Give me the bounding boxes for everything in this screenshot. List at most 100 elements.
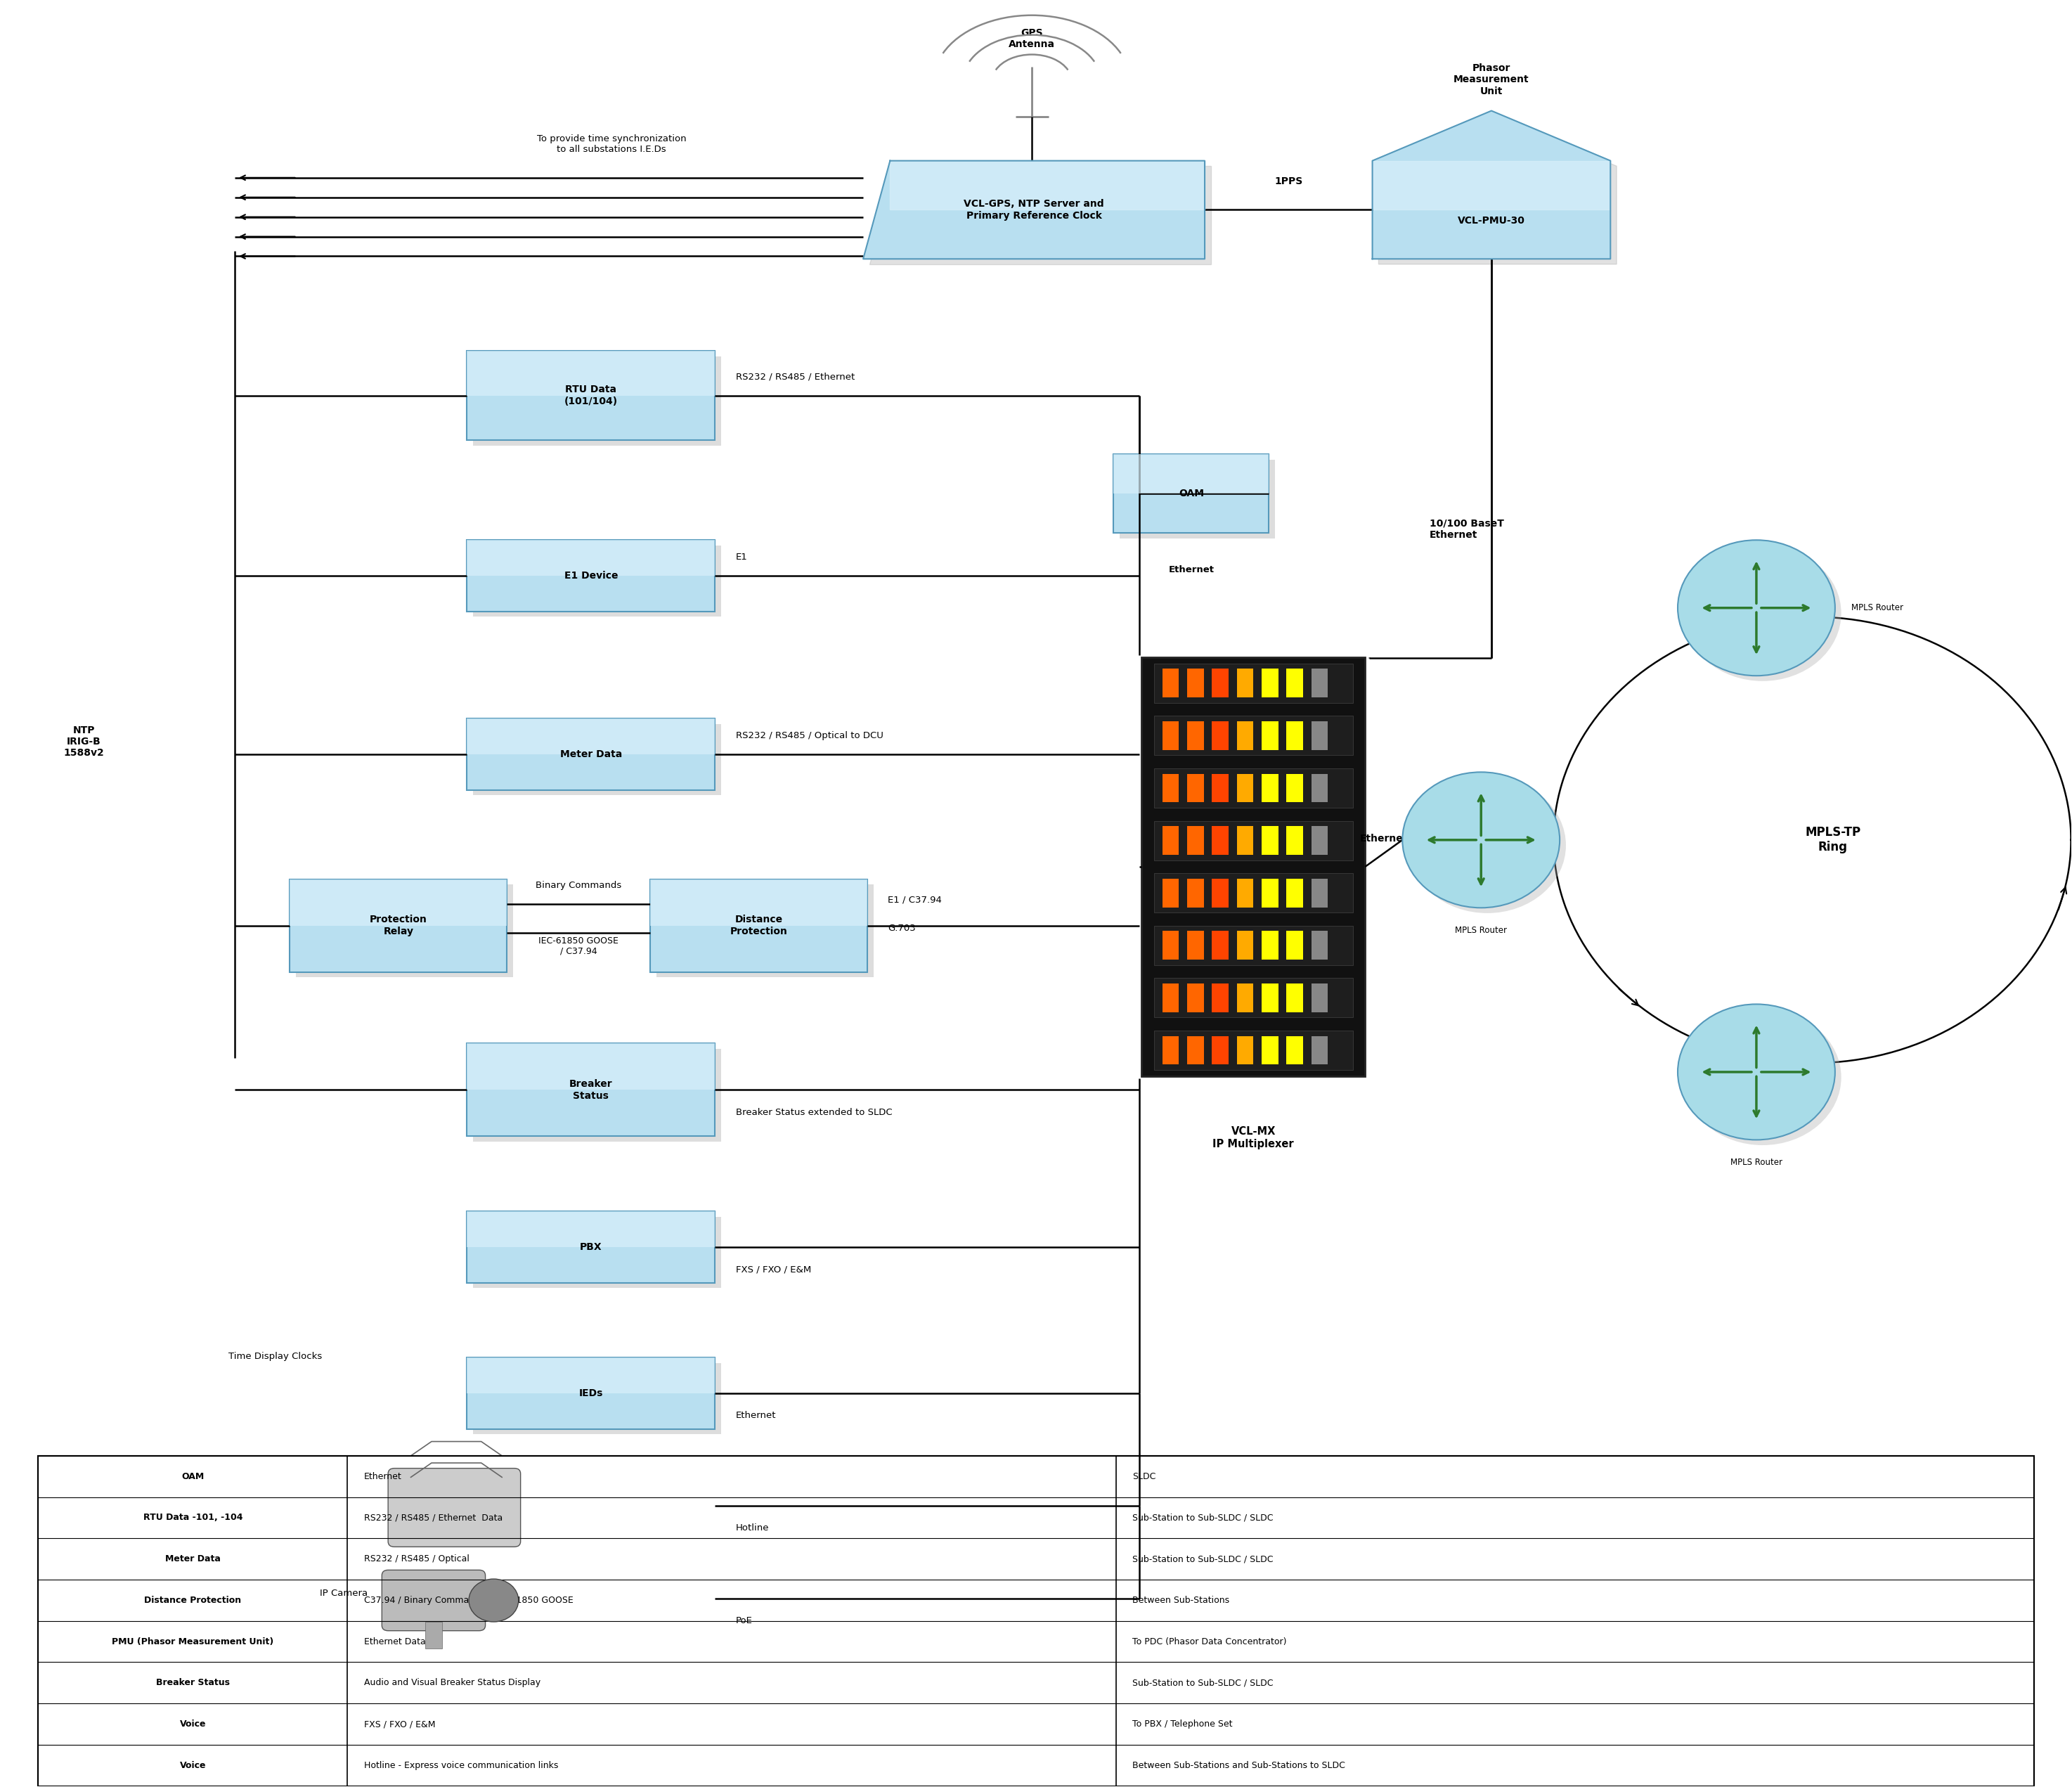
Text: Distance Protection: Distance Protection bbox=[145, 1596, 242, 1605]
Text: RS232 / RS485 / Ethernet: RS232 / RS485 / Ethernet bbox=[736, 372, 856, 381]
FancyBboxPatch shape bbox=[466, 1044, 715, 1090]
Bar bbox=[1312, 668, 1328, 697]
Bar bbox=[1287, 931, 1303, 960]
Bar bbox=[1237, 668, 1254, 697]
Polygon shape bbox=[864, 161, 1204, 259]
FancyBboxPatch shape bbox=[472, 1363, 721, 1435]
FancyBboxPatch shape bbox=[466, 1212, 715, 1283]
Bar bbox=[1262, 879, 1278, 908]
Bar bbox=[1162, 668, 1179, 697]
Bar bbox=[1212, 879, 1229, 908]
Text: To PBX / Telephone Set: To PBX / Telephone Set bbox=[1133, 1719, 1233, 1728]
Text: Breaker
Status: Breaker Status bbox=[570, 1079, 613, 1101]
Bar bbox=[1212, 931, 1229, 960]
Bar bbox=[1262, 826, 1278, 854]
Text: IP Camera: IP Camera bbox=[319, 1589, 367, 1598]
Bar bbox=[1154, 663, 1353, 702]
Bar bbox=[1237, 983, 1254, 1011]
Text: Meter Data: Meter Data bbox=[166, 1555, 220, 1564]
Bar bbox=[1262, 1036, 1278, 1065]
Text: RTU Data -101, -104: RTU Data -101, -104 bbox=[143, 1514, 242, 1523]
Text: RS232 / RS485 / Optical to DCU: RS232 / RS485 / Optical to DCU bbox=[736, 731, 883, 740]
Bar bbox=[1187, 668, 1204, 697]
Text: OAM: OAM bbox=[1179, 488, 1204, 499]
Text: Phasor
Measurement
Unit: Phasor Measurement Unit bbox=[1455, 64, 1529, 96]
Text: Hotline - Express voice communication links: Hotline - Express voice communication li… bbox=[365, 1760, 557, 1769]
Text: Sub-Station to Sub-SLDC / SLDC: Sub-Station to Sub-SLDC / SLDC bbox=[1133, 1514, 1274, 1523]
Bar bbox=[1237, 774, 1254, 802]
Text: Voice: Voice bbox=[180, 1719, 205, 1728]
Bar bbox=[1312, 983, 1328, 1011]
Text: MPLS Router: MPLS Router bbox=[1852, 604, 1904, 613]
Text: Binary Commands: Binary Commands bbox=[535, 881, 622, 890]
Bar bbox=[1262, 931, 1278, 960]
Bar bbox=[1154, 874, 1353, 913]
Text: OAM: OAM bbox=[182, 1472, 205, 1481]
Circle shape bbox=[1678, 1004, 1836, 1140]
Text: RTU Data
(101/104): RTU Data (101/104) bbox=[564, 384, 617, 406]
FancyBboxPatch shape bbox=[466, 540, 715, 575]
Circle shape bbox=[1685, 545, 1842, 681]
Text: 1PPS: 1PPS bbox=[1274, 177, 1303, 186]
Bar bbox=[1162, 983, 1179, 1011]
Text: Sub-Station to Sub-SLDC / SLDC: Sub-Station to Sub-SLDC / SLDC bbox=[1133, 1555, 1274, 1564]
Text: Ethernet Data: Ethernet Data bbox=[365, 1637, 425, 1646]
Text: FXS / FXO / E&M: FXS / FXO / E&M bbox=[365, 1719, 435, 1728]
Bar bbox=[1312, 879, 1328, 908]
Text: G.703: G.703 bbox=[889, 924, 916, 933]
FancyBboxPatch shape bbox=[290, 879, 508, 972]
Text: Sub-Station to Sub-SLDC / SLDC: Sub-Station to Sub-SLDC / SLDC bbox=[1133, 1678, 1274, 1687]
Bar bbox=[1154, 820, 1353, 860]
Circle shape bbox=[1409, 777, 1566, 913]
FancyBboxPatch shape bbox=[472, 545, 721, 617]
Text: Breaker Status extended to SLDC: Breaker Status extended to SLDC bbox=[736, 1108, 893, 1117]
Polygon shape bbox=[1378, 116, 1616, 264]
Text: Time Display Clocks: Time Display Clocks bbox=[228, 1353, 323, 1362]
Text: GPS
Antenna: GPS Antenna bbox=[1009, 29, 1055, 50]
Bar bbox=[1262, 722, 1278, 751]
Bar bbox=[1162, 722, 1179, 751]
Bar bbox=[1187, 1036, 1204, 1065]
FancyBboxPatch shape bbox=[472, 1217, 721, 1288]
Circle shape bbox=[468, 1580, 518, 1623]
Text: VCL-PMU-30: VCL-PMU-30 bbox=[1459, 216, 1525, 225]
FancyBboxPatch shape bbox=[466, 1358, 715, 1430]
Bar bbox=[1312, 774, 1328, 802]
Bar bbox=[1212, 668, 1229, 697]
Circle shape bbox=[1403, 772, 1560, 908]
Text: PBX: PBX bbox=[580, 1242, 603, 1253]
FancyBboxPatch shape bbox=[466, 350, 715, 440]
Bar bbox=[1187, 774, 1204, 802]
Bar bbox=[1154, 926, 1353, 965]
FancyBboxPatch shape bbox=[387, 1469, 520, 1548]
FancyBboxPatch shape bbox=[1113, 454, 1268, 493]
Text: MPLS Router: MPLS Router bbox=[1455, 926, 1506, 935]
Text: Meter Data: Meter Data bbox=[559, 749, 622, 759]
Text: Ethernet: Ethernet bbox=[365, 1472, 402, 1481]
FancyBboxPatch shape bbox=[651, 879, 868, 926]
FancyBboxPatch shape bbox=[466, 1044, 715, 1137]
Bar bbox=[1287, 774, 1303, 802]
FancyBboxPatch shape bbox=[1119, 459, 1274, 538]
Text: IEDs: IEDs bbox=[578, 1388, 603, 1397]
Bar bbox=[1262, 983, 1278, 1011]
Polygon shape bbox=[1372, 111, 1610, 259]
Bar bbox=[425, 1623, 441, 1649]
Bar bbox=[1187, 826, 1204, 854]
Bar bbox=[1212, 983, 1229, 1011]
Text: MPLS Router: MPLS Router bbox=[1730, 1158, 1782, 1167]
Bar bbox=[1154, 977, 1353, 1017]
FancyBboxPatch shape bbox=[1113, 454, 1268, 533]
FancyBboxPatch shape bbox=[466, 1212, 715, 1247]
Text: Breaker Status: Breaker Status bbox=[155, 1678, 230, 1687]
Text: Voice: Voice bbox=[180, 1760, 205, 1769]
Text: Protection
Relay: Protection Relay bbox=[369, 915, 427, 936]
Bar bbox=[1162, 1036, 1179, 1065]
Text: VCL-GPS, NTP Server and
Primary Reference Clock: VCL-GPS, NTP Server and Primary Referenc… bbox=[963, 198, 1104, 220]
Bar bbox=[1312, 722, 1328, 751]
Bar bbox=[1237, 931, 1254, 960]
Text: Ethernet: Ethernet bbox=[736, 1412, 777, 1421]
Bar bbox=[1162, 774, 1179, 802]
Circle shape bbox=[1678, 540, 1836, 675]
Bar bbox=[1162, 826, 1179, 854]
